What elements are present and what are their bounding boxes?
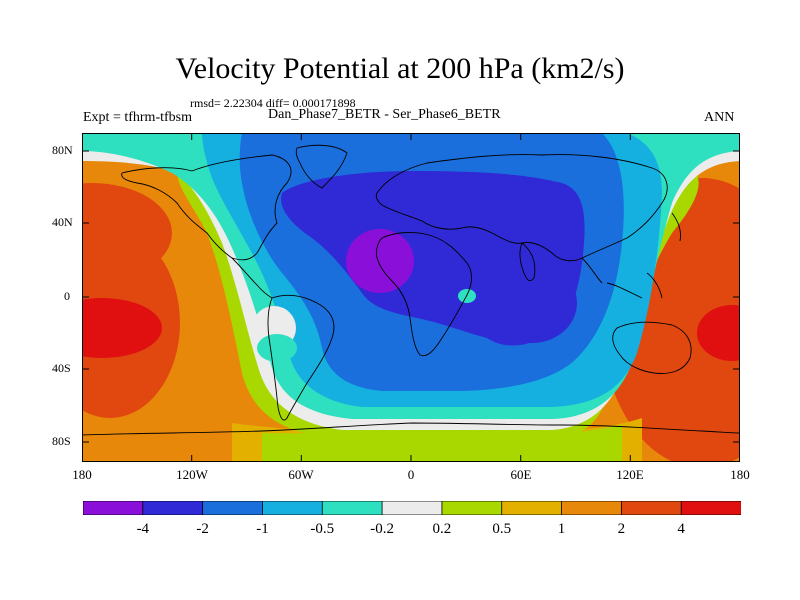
colorbar-swatch — [381, 501, 443, 515]
colorbar-label: 0.5 — [492, 521, 512, 537]
outline-eurasia — [375, 154, 668, 262]
lat-label: 40N — [52, 215, 73, 229]
velocity-potential-map — [82, 133, 740, 462]
colorbar-label: 2 — [617, 521, 626, 537]
colorbar-swatch — [321, 501, 383, 515]
lon-label: 120E — [616, 467, 644, 482]
colorbar-swatch — [202, 501, 264, 515]
lat-label: 40S — [52, 361, 71, 375]
outline-south-america — [267, 294, 335, 421]
lon-label: 0 — [407, 467, 415, 482]
colorbar-label: -4 — [136, 521, 150, 537]
map-title: Velocity Potential at 200 hPa (km2/s) — [175, 52, 625, 85]
lon-label: 180 — [730, 467, 750, 482]
outline-southeast-asia — [581, 257, 663, 299]
deep-negative-lobe-indian — [487, 263, 577, 343]
outline-japan — [671, 212, 681, 242]
southern-low-band — [262, 425, 622, 462]
weak-spot-east-africa — [458, 289, 476, 303]
continent-outlines — [82, 144, 740, 436]
colorbar-label: 0.2 — [432, 521, 452, 537]
hot-region-north-west — [82, 183, 172, 283]
season-label: ANN — [704, 110, 735, 125]
colorbar-label: 4 — [677, 521, 685, 537]
colorbar-label: -0.2 — [370, 521, 394, 537]
colorbar — [83, 501, 741, 515]
colorbar-swatch — [142, 501, 204, 515]
colorbar-swatch — [680, 501, 741, 515]
stats-line: rmsd= 2.22304 diff= 0.000171898 — [190, 96, 356, 110]
outline-antarctica — [82, 422, 740, 436]
outline-australia — [612, 321, 692, 374]
outline-north-america — [121, 154, 292, 261]
peak-region-west — [82, 298, 162, 358]
lon-label: 60W — [288, 467, 314, 482]
colorbar-swatch — [83, 501, 144, 515]
lon-label: 60E — [510, 467, 532, 482]
axis-ticks — [82, 133, 740, 462]
outline-africa — [375, 232, 472, 357]
lon-label: 120W — [176, 467, 208, 482]
outline-greenland — [295, 144, 348, 189]
weak-negative-patch — [257, 334, 297, 362]
colorbar-label: 1 — [557, 521, 566, 537]
minimum-region-west-africa — [346, 229, 414, 293]
case-comparison-label: Dan_Phase7_BETR - Ser_Phase6_BETR — [268, 107, 501, 122]
colorbar-swatch — [561, 501, 623, 515]
outline-central-america — [231, 257, 273, 299]
colorbar-label: -0.5 — [310, 521, 335, 537]
lat-label: 80S — [52, 434, 71, 448]
colorbar-swatch — [441, 501, 503, 515]
map-frame — [82, 133, 740, 462]
lat-label: 0 — [64, 289, 70, 303]
colorbar-label: -2 — [196, 521, 209, 537]
colorbar-swatch — [620, 501, 682, 515]
lon-label: 180 — [72, 467, 92, 482]
colorbar-label: -1 — [256, 521, 269, 537]
outline-india — [519, 242, 536, 282]
lat-label: 80N — [52, 143, 73, 157]
colorbar-swatch — [262, 501, 323, 515]
experiment-label: Expt = tfhrm-tfbsm — [83, 110, 192, 125]
colorbar-swatch — [501, 501, 563, 515]
peak-region-east — [697, 305, 740, 361]
